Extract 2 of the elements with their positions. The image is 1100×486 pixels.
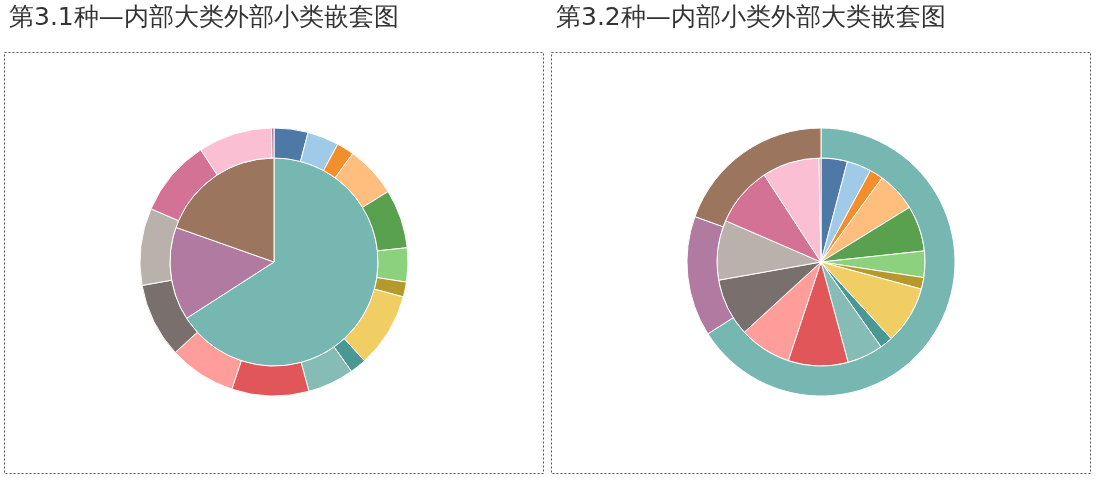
- chart-title: 第3.1种—内部大类外部小类嵌套图: [9, 1, 399, 33]
- chart-title: 第3.2种—内部小类外部大类嵌套图: [556, 1, 946, 33]
